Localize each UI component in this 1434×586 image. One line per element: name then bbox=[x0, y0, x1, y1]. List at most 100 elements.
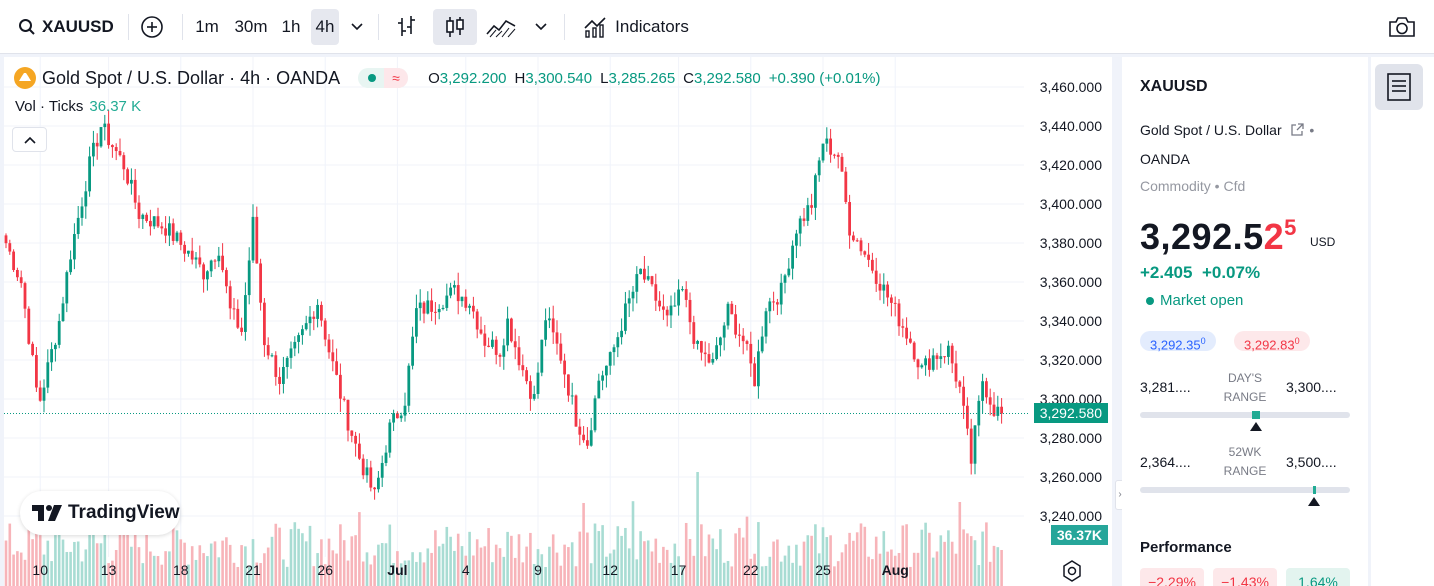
interval-dropdown[interactable] bbox=[343, 9, 371, 45]
interval-4h[interactable]: 4h bbox=[311, 9, 339, 45]
volume-bar bbox=[487, 528, 490, 586]
price-chart[interactable]: 3,460.000 3,440.000 3,420.000 3,400.000 3,38… bbox=[4, 57, 1112, 586]
details-exchange[interactable]: OANDA bbox=[1140, 151, 1190, 167]
candle-body bbox=[787, 268, 791, 276]
candle-body bbox=[966, 405, 969, 429]
performance-3m[interactable]: 1.64% bbox=[1286, 568, 1350, 586]
candle-body bbox=[924, 358, 927, 366]
chevron-down-icon bbox=[351, 23, 363, 31]
candle-body bbox=[757, 351, 760, 387]
volume-bar bbox=[61, 539, 65, 586]
candle-body bbox=[928, 358, 931, 370]
candle-body bbox=[665, 309, 669, 316]
candle-body bbox=[80, 206, 84, 218]
candle-body bbox=[354, 435, 357, 444]
last-price-tag: 3,292.580 bbox=[1033, 403, 1108, 424]
snapshot-button[interactable] bbox=[1382, 9, 1422, 45]
volume-bar bbox=[464, 555, 468, 586]
volume-bar bbox=[703, 556, 707, 586]
details-symbol[interactable]: XAUUSD bbox=[1140, 78, 1208, 95]
symbol-search-button[interactable]: XAUUSD bbox=[12, 9, 122, 45]
volume-bar bbox=[757, 522, 760, 586]
volume-bar bbox=[73, 541, 76, 586]
candle-body bbox=[760, 336, 764, 352]
candle-body bbox=[494, 339, 498, 355]
volume-bar bbox=[346, 560, 350, 586]
candle-body bbox=[779, 282, 783, 305]
volume-bar bbox=[190, 546, 194, 586]
market-status[interactable]: Market open bbox=[1146, 292, 1243, 309]
low-value: 3,285.265 bbox=[608, 69, 676, 87]
volume-bar bbox=[711, 538, 715, 586]
chart-type-dropdown[interactable] bbox=[527, 9, 555, 45]
volume-bar bbox=[532, 563, 536, 586]
candle-body bbox=[673, 305, 677, 307]
candle-body bbox=[722, 325, 726, 338]
candle-body bbox=[988, 397, 992, 405]
external-link-icon[interactable] bbox=[1290, 123, 1304, 137]
volume-bar bbox=[491, 562, 494, 586]
performance-1w[interactable]: −2.29% bbox=[1140, 568, 1204, 586]
volume-legend[interactable]: Vol · Ticks 36.37 K bbox=[15, 98, 141, 115]
52wk-range-label: 52WK RANGE bbox=[1223, 445, 1267, 478]
watermark-text: TradingView bbox=[68, 502, 180, 523]
volume-bar bbox=[768, 556, 772, 586]
watchlist-button[interactable] bbox=[1375, 64, 1423, 110]
candle-body bbox=[175, 232, 179, 241]
ask-price: 3,292.830 bbox=[1234, 331, 1310, 352]
volume-bar bbox=[696, 472, 699, 586]
day-range-high: 3,300.... bbox=[1286, 379, 1337, 395]
volume-bar bbox=[996, 547, 1000, 586]
volume-bar bbox=[787, 545, 791, 586]
volume-bar bbox=[95, 543, 99, 586]
compare-symbol-button[interactable] bbox=[134, 9, 170, 45]
chart-settings-button[interactable] bbox=[1061, 560, 1083, 586]
volume-bar bbox=[164, 551, 167, 586]
price-tick-label: 3,240.000 bbox=[1040, 508, 1102, 524]
bar-chart-type-button[interactable] bbox=[389, 9, 425, 45]
candle-body bbox=[263, 302, 266, 346]
candle-body bbox=[327, 339, 331, 353]
volume-bar bbox=[392, 562, 395, 586]
volume-bar bbox=[673, 543, 677, 586]
candle-body bbox=[848, 202, 851, 236]
chart-pane[interactable]: 3,460.000 3,440.000 3,420.000 3,400.000 3,38… bbox=[4, 57, 1112, 586]
candle-body bbox=[107, 123, 110, 146]
tradingview-logo[interactable]: TradingView bbox=[20, 491, 180, 535]
volume-bar bbox=[943, 541, 946, 586]
interval-1h[interactable]: 1h bbox=[281, 17, 301, 36]
candle-body bbox=[274, 355, 278, 377]
volume-bar bbox=[206, 556, 209, 586]
performance-1m[interactable]: −1.43% bbox=[1213, 568, 1277, 586]
details-name: Gold Spot / U.S. Dollar • bbox=[1140, 122, 1315, 138]
candle-body bbox=[278, 376, 281, 384]
market-status-pill[interactable]: ≈ bbox=[358, 68, 409, 88]
interval-30m[interactable]: 30m bbox=[234, 17, 268, 36]
candle-body bbox=[270, 355, 274, 357]
candle-body bbox=[228, 286, 232, 309]
candle-body bbox=[734, 314, 737, 335]
candle-body bbox=[236, 308, 240, 328]
series-title[interactable]: Gold Spot / U.S. Dollar · 4h · OANDA bbox=[42, 67, 341, 88]
volume-bar bbox=[616, 526, 620, 586]
candle-body bbox=[145, 214, 148, 221]
candle-body bbox=[434, 311, 437, 313]
interval-1m[interactable]: 1m bbox=[195, 17, 219, 36]
area-chart-type-button[interactable] bbox=[482, 9, 520, 45]
candle-body bbox=[475, 311, 479, 330]
candle-body bbox=[35, 355, 38, 388]
volume-bar bbox=[179, 539, 183, 586]
change-value: +0.390 (+0.01%) bbox=[768, 69, 881, 87]
candles-chart-type-button[interactable] bbox=[433, 9, 477, 45]
candle-body bbox=[677, 289, 680, 306]
candle-body bbox=[715, 345, 718, 360]
candle-body bbox=[320, 304, 323, 321]
indicators-button[interactable]: Indicators bbox=[575, 9, 697, 45]
candle-body bbox=[137, 202, 141, 219]
candle-body bbox=[335, 361, 338, 375]
candle-body bbox=[570, 395, 574, 397]
candle-body bbox=[825, 138, 829, 144]
volume-bar bbox=[236, 566, 240, 586]
volume-bar bbox=[806, 535, 810, 586]
collapse-legend-button[interactable] bbox=[12, 127, 47, 152]
